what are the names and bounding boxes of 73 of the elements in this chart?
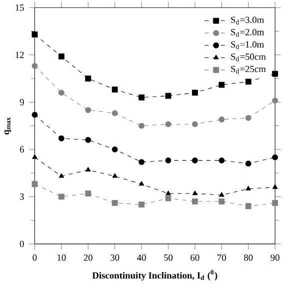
point — [85, 190, 91, 196]
y-tick-label: 9 — [20, 99, 24, 106]
y-tick-label: 12 — [16, 52, 24, 58]
point — [165, 92, 172, 99]
point — [112, 86, 118, 93]
point — [192, 90, 198, 96]
point — [138, 159, 144, 165]
point — [32, 181, 38, 188]
point — [85, 137, 91, 143]
x-tick-label: 40 — [136, 254, 146, 261]
x-tick-label: 50 — [164, 254, 172, 261]
point — [245, 203, 252, 210]
point — [218, 157, 224, 164]
y-tick-label: 15 — [16, 4, 24, 11]
point — [138, 202, 144, 208]
legend-label: S$_{d}$=25cm — [231, 66, 266, 74]
point — [218, 192, 224, 197]
x-tick-label: 10 — [57, 254, 66, 261]
point — [165, 121, 172, 128]
point — [85, 107, 91, 113]
point — [218, 116, 224, 122]
point — [245, 114, 252, 121]
point — [272, 200, 278, 206]
point — [32, 31, 38, 38]
point — [246, 186, 251, 190]
x-tick-label: 60 — [190, 254, 200, 261]
x-tick-label: 0 — [32, 254, 37, 261]
point — [218, 82, 224, 88]
point — [218, 198, 224, 204]
point — [32, 112, 38, 118]
y-axis-title: q$_{max}$ — [4, 117, 11, 135]
point — [192, 157, 198, 164]
point — [112, 173, 118, 178]
point — [32, 62, 38, 69]
y-tick-label: 6 — [20, 146, 24, 153]
legend-label: S$_{d}$=2.0m — [231, 28, 264, 37]
legend-label: S$_{d}$=50cm — [231, 54, 266, 62]
point — [85, 166, 91, 172]
point — [112, 200, 118, 206]
point — [245, 78, 252, 85]
point — [165, 195, 172, 202]
x-tick-label: 90 — [270, 254, 280, 261]
x-axis-title: Discontinuity Inclination, I$_{d}$ ($^{0}$) — [92, 270, 218, 281]
point — [112, 146, 118, 152]
point — [272, 184, 278, 189]
point — [32, 154, 38, 159]
point — [166, 190, 171, 196]
legend-label: S$_{d}$=1.0m — [231, 41, 264, 49]
point — [138, 122, 144, 129]
point — [138, 181, 144, 186]
y-tick-label: 0 — [20, 240, 24, 248]
x-tick-label: 80 — [244, 254, 253, 261]
x-tick-label: 20 — [84, 254, 92, 261]
x-tick-label: 70 — [217, 254, 226, 261]
point — [192, 198, 198, 204]
point — [58, 54, 64, 60]
y-tick-label: 3 — [20, 194, 24, 200]
point — [112, 110, 118, 116]
point — [272, 98, 278, 104]
point — [165, 157, 172, 164]
point — [272, 154, 278, 160]
legend-label: S$_{d}$=3.0m — [231, 16, 264, 24]
x-tick-label: 30 — [110, 254, 120, 261]
point — [245, 160, 252, 167]
point — [58, 194, 64, 200]
point — [272, 70, 278, 77]
point — [138, 94, 144, 100]
point — [192, 190, 198, 196]
point — [58, 135, 64, 142]
point — [85, 76, 91, 82]
point — [58, 173, 64, 178]
point — [58, 90, 64, 96]
point — [192, 121, 198, 128]
